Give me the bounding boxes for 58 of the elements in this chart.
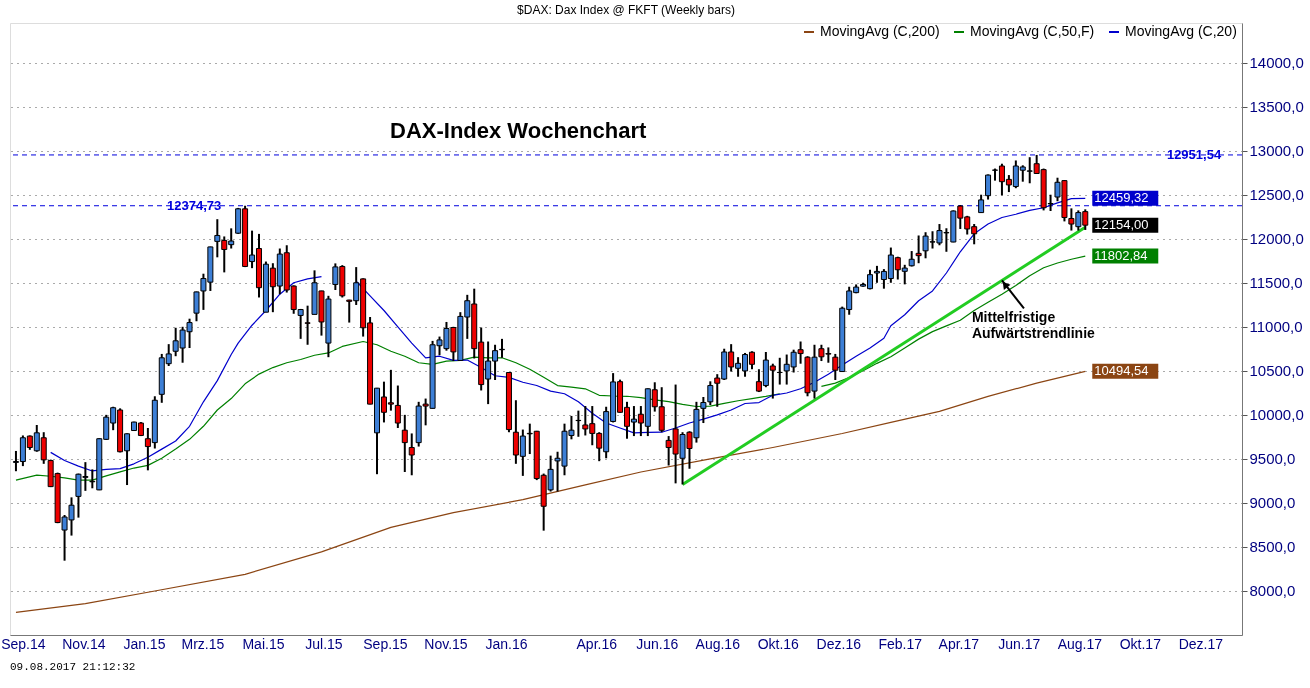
x-tick-label: Apr.16	[576, 635, 618, 652]
chart-title: $DAX: Dax Index @ FKFT (Weekly bars)	[517, 3, 735, 17]
x-tick-label: Sep.14	[1, 635, 46, 652]
x-tick-label: Feb.17	[878, 635, 923, 652]
y-tick-label: 8000,0	[1249, 582, 1296, 600]
candlestick	[394, 384, 401, 429]
annotation: 10494,54	[1094, 363, 1149, 379]
x-tick-label: Dez.17	[1178, 635, 1224, 652]
candlestick	[401, 413, 408, 474]
y-tick-label: 13500,0	[1249, 98, 1304, 116]
text: 09.08.2017 21:12:32	[10, 661, 136, 673]
x-tick-label: Nov.14	[62, 635, 106, 652]
y-tick-label: 14000,0	[1249, 54, 1304, 72]
x-tick-label: Dez.16	[816, 635, 862, 652]
y-tick-label: 12500,0	[1249, 186, 1304, 204]
annotation: 12374,73	[167, 197, 222, 213]
x-tick-label: Jan.15	[123, 635, 166, 652]
line-series	[15, 370, 1086, 614]
y-tick-label: 11500,0	[1249, 274, 1303, 292]
x-tick-label: Mai.15	[242, 635, 285, 652]
y-tick-label: 11000,0	[1249, 318, 1303, 336]
x-tick-label: Mrz.15	[181, 635, 225, 652]
x-tick-label: Okt.17	[1119, 635, 1162, 652]
candlestick	[575, 409, 582, 438]
annotation: Mittelfristige Aufwärtstrendlinie	[971, 309, 1096, 342]
y-tick-label: 8500,0	[1249, 538, 1296, 556]
x-tick-label: Aug.16	[695, 635, 741, 652]
annotation: 12154,00	[1094, 217, 1149, 233]
y-tick-label: 9000,0	[1249, 494, 1296, 512]
y-tick-label: 12000,0	[1249, 230, 1304, 248]
y-tick-label: 13000,0	[1249, 142, 1304, 160]
candlestick	[707, 380, 714, 407]
candlestick	[978, 193, 985, 214]
candlestick	[304, 304, 311, 346]
annotation: 12951,54	[1166, 146, 1222, 162]
x-tick-label: Jan.16	[485, 635, 528, 652]
legend-label: MovingAvg (C,20)	[1125, 23, 1237, 39]
x-tick-label: Jun.17	[998, 635, 1041, 652]
candlestick	[915, 234, 922, 265]
x-tick-label: Jun.16	[636, 635, 679, 652]
text: DAX-Index Wochenchart	[390, 118, 647, 143]
candlestick	[985, 173, 992, 201]
legend-label: MovingAvg (C,50,F)	[970, 23, 1095, 39]
y-tick-label: 10500,0	[1249, 362, 1304, 380]
x-tick-label: Jul.15	[305, 635, 343, 652]
candlestick	[408, 432, 415, 477]
x-tick-label: Apr.17	[938, 635, 980, 652]
y-tick-label: 9500,0	[1249, 450, 1296, 468]
annotation: 12459,32	[1094, 190, 1149, 206]
x-tick-label: Nov.15	[424, 635, 468, 652]
x-tick-label: Sep.15	[363, 635, 408, 652]
x-tick-label: Okt.16	[757, 635, 800, 652]
y-tick-label: 10000,0	[1249, 406, 1304, 424]
x-tick-label: Aug.17	[1057, 635, 1103, 652]
candlestick	[776, 356, 783, 386]
annotation: 11802,84	[1094, 248, 1148, 264]
candlestick	[700, 395, 707, 425]
legend-label: MovingAvg (C,200)	[820, 23, 940, 39]
